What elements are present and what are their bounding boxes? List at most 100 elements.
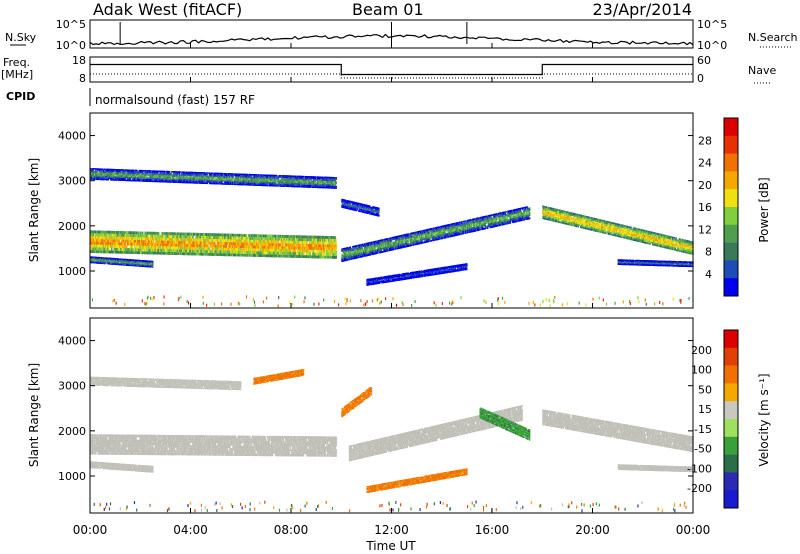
power-cell bbox=[286, 181, 289, 183]
power-cell bbox=[321, 176, 324, 179]
power-cell bbox=[312, 246, 315, 250]
power-cell bbox=[165, 178, 167, 180]
power-cell bbox=[126, 258, 129, 260]
power-cell bbox=[98, 233, 100, 237]
power-cell bbox=[258, 177, 260, 179]
power-cell bbox=[306, 178, 308, 181]
power-cell bbox=[322, 235, 325, 239]
power-cell bbox=[263, 245, 265, 249]
power-cell bbox=[263, 183, 265, 185]
power-cell bbox=[333, 238, 336, 242]
power-cell bbox=[105, 247, 108, 251]
power-cell bbox=[99, 230, 101, 234]
power-cell bbox=[206, 178, 208, 180]
power-cell bbox=[137, 263, 140, 265]
power-cell bbox=[164, 232, 167, 235]
power-cell bbox=[324, 235, 327, 239]
power-cell bbox=[185, 180, 188, 182]
power-cell bbox=[132, 178, 135, 180]
power-cell bbox=[280, 179, 282, 181]
power-cell bbox=[300, 177, 302, 179]
power-cell bbox=[144, 240, 146, 243]
power-cell bbox=[297, 183, 300, 185]
power-cell bbox=[316, 182, 319, 184]
power-cell bbox=[247, 239, 249, 243]
power-cell bbox=[352, 252, 354, 255]
power-cell bbox=[325, 252, 327, 256]
power-cell bbox=[253, 254, 255, 257]
power-cell bbox=[195, 246, 198, 250]
power-cell bbox=[155, 176, 157, 178]
power-cell bbox=[155, 251, 157, 255]
power-cell bbox=[219, 183, 222, 185]
power-cell bbox=[140, 248, 142, 252]
power-cell bbox=[324, 252, 327, 256]
power-cell bbox=[125, 261, 127, 263]
power-cell bbox=[158, 173, 161, 175]
power-cell bbox=[210, 181, 213, 183]
power-cell bbox=[108, 239, 110, 243]
power-cell bbox=[263, 177, 265, 179]
power-cell bbox=[365, 244, 368, 247]
power-cell bbox=[152, 245, 155, 249]
power-cell bbox=[234, 239, 236, 243]
power-cell bbox=[225, 178, 228, 181]
power-cell bbox=[163, 240, 166, 244]
power-cell bbox=[120, 169, 122, 171]
power-cell bbox=[212, 174, 214, 176]
power-cell bbox=[268, 237, 270, 241]
power-cell bbox=[94, 233, 96, 237]
power-cell bbox=[95, 258, 98, 260]
power-cell bbox=[90, 173, 92, 176]
power-cell bbox=[345, 255, 347, 258]
power-cell bbox=[159, 246, 162, 249]
power-cell bbox=[335, 181, 337, 183]
power-cell bbox=[306, 181, 308, 184]
power-cell bbox=[348, 255, 351, 257]
power-cell bbox=[168, 232, 171, 236]
power-cell bbox=[284, 251, 286, 255]
power-cell bbox=[306, 175, 308, 178]
power-cell bbox=[244, 178, 247, 180]
power-cell bbox=[356, 256, 358, 259]
power-cell bbox=[249, 182, 252, 185]
power-cell bbox=[213, 250, 216, 254]
power-cell bbox=[105, 171, 107, 174]
power-cell bbox=[169, 240, 172, 244]
power-cell bbox=[314, 182, 316, 184]
power-cell bbox=[335, 182, 337, 185]
power-cell bbox=[254, 175, 256, 178]
power-cell bbox=[212, 178, 214, 180]
power-cell bbox=[91, 258, 94, 260]
power-cell bbox=[305, 183, 307, 185]
power-cell bbox=[144, 266, 146, 268]
power-cell bbox=[108, 174, 110, 177]
power-cell bbox=[290, 243, 292, 247]
power-cell bbox=[194, 252, 197, 256]
power-cell bbox=[327, 184, 330, 186]
power-cell bbox=[198, 241, 200, 245]
power-cell bbox=[283, 175, 285, 177]
power-cell bbox=[156, 177, 158, 180]
power-cell bbox=[140, 251, 142, 255]
power-cell bbox=[110, 170, 113, 172]
power-cell bbox=[181, 232, 183, 236]
power-cell bbox=[95, 250, 97, 254]
power-cell bbox=[270, 174, 273, 177]
power-cell bbox=[164, 175, 167, 177]
power-cell bbox=[213, 176, 215, 179]
power-cell bbox=[162, 173, 164, 176]
power-cell bbox=[229, 179, 231, 181]
power-cell bbox=[253, 251, 255, 255]
power-cell bbox=[314, 180, 316, 183]
power-cell bbox=[139, 180, 141, 182]
power-cell bbox=[183, 181, 186, 184]
power-cell bbox=[182, 232, 185, 236]
power-cell bbox=[201, 179, 203, 181]
power-cell bbox=[295, 178, 297, 180]
power-cell bbox=[116, 173, 119, 175]
power-cell bbox=[361, 248, 363, 251]
power-cell bbox=[284, 183, 286, 186]
power-cell bbox=[131, 264, 134, 266]
power-cell bbox=[126, 234, 129, 237]
